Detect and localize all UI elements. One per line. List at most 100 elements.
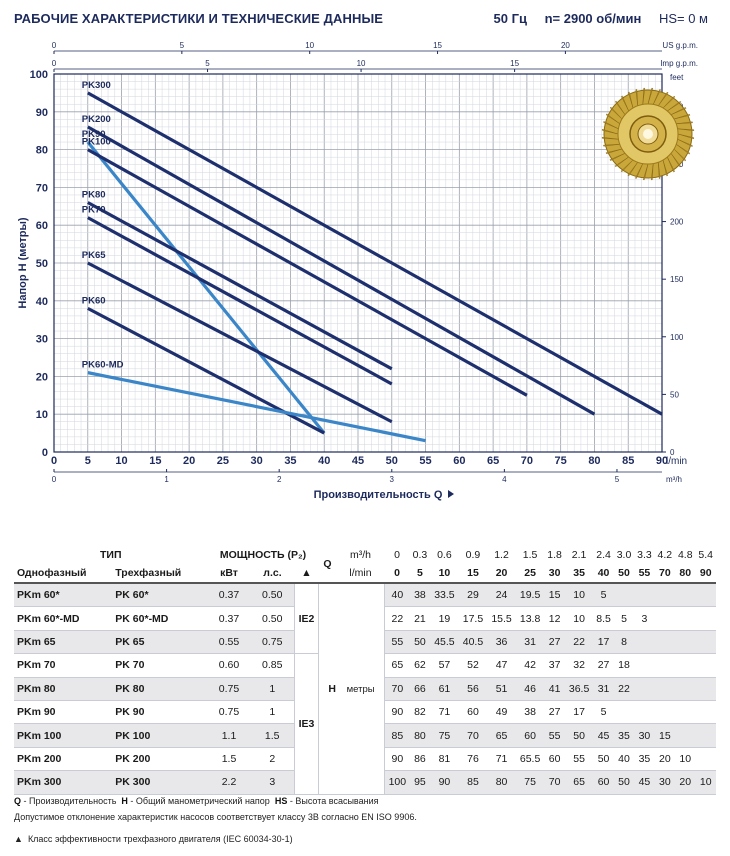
power-kw: 0.55 — [207, 630, 251, 655]
head-value — [654, 653, 676, 678]
q-lmin-value: 80 — [675, 564, 696, 584]
q-m3h-value: 2.1 — [571, 549, 587, 561]
head-value: 40 — [613, 747, 635, 772]
table-row: PKm 80 PK 80 0.75 1 70 66 61 56 51 46 41 36.5 31 22 — [14, 677, 716, 701]
x-axis-title: Производительность Q — [314, 489, 443, 501]
head-value: 45 — [634, 770, 655, 795]
head-value — [654, 606, 676, 631]
head-value — [695, 653, 716, 678]
x-tick-label: 5 — [85, 455, 91, 467]
impeller-tooth — [676, 144, 691, 155]
head-value: 8 — [613, 630, 635, 655]
head-value: 95 — [409, 770, 431, 795]
head-value: 38 — [409, 583, 431, 608]
head-value: 21 — [409, 606, 431, 631]
power-hp: 0.75 — [250, 630, 295, 655]
head-value — [695, 677, 716, 701]
chart-series — [86, 91, 663, 443]
x-tick-label: 60 — [453, 455, 465, 467]
q-lmin-value: 50 — [613, 564, 635, 584]
m3h-tick-label: 4 — [502, 475, 507, 484]
x-tick-label: 80 — [588, 455, 600, 467]
impeller-tooth — [658, 162, 661, 179]
q-m3h-value: 3.3 — [637, 549, 652, 561]
feet-unit-label: feet — [670, 73, 684, 82]
q-m3h-value: 1.8 — [547, 549, 562, 561]
impeller-tooth — [605, 113, 620, 124]
series-label-pk90: PK90 — [82, 129, 106, 140]
head-value: 75 — [515, 770, 545, 795]
power-kw: 0.75 — [207, 677, 251, 701]
feet-tick-label: 200 — [670, 218, 684, 227]
head-value: 10 — [675, 747, 696, 772]
impeller-tooth — [667, 156, 675, 173]
head-value — [634, 583, 655, 608]
head-value: 5 — [593, 700, 614, 725]
impeller-tooth — [603, 121, 619, 129]
head-value: 12 — [544, 606, 565, 631]
top-axis-tick-label: 5 — [180, 41, 185, 50]
impeller-tooth — [670, 153, 682, 168]
q-m3h-value: 1.2 — [494, 549, 509, 561]
q-m3h-value: 2.4 — [596, 549, 611, 561]
head-value: 36 — [487, 630, 516, 655]
series-line-pk65 — [87, 261, 393, 424]
h-unit: метры — [343, 683, 375, 695]
ie-footnote: ▲ Класс эффективности трехфазного двигат… — [14, 834, 293, 844]
y-tick-label: 90 — [36, 107, 48, 119]
power-hp: 1 — [250, 677, 295, 701]
head-value: 22 — [613, 677, 635, 701]
speed-label: n= 2900 об/мин — [544, 11, 642, 26]
head-value: 22 — [564, 630, 594, 655]
head-value: 42 — [515, 653, 545, 678]
triangle-header: ▲ — [294, 564, 319, 584]
power-hp: 0.50 — [250, 583, 295, 608]
x-unit-label: l/min — [666, 456, 687, 467]
head-value: 33.5 — [430, 583, 459, 608]
head-value — [675, 677, 696, 701]
series-label-pk100: PK100 — [82, 137, 111, 148]
impeller-tooth — [627, 162, 638, 177]
single-phase-model: PKm 100 — [14, 723, 116, 748]
q-m3h-value: 4.8 — [677, 549, 693, 561]
head-value — [695, 747, 716, 772]
power-hp: 2 — [250, 747, 295, 772]
head-value: 100 — [384, 770, 410, 795]
head-value: 20 — [654, 747, 676, 772]
impeller-tooth — [658, 91, 669, 106]
head-value: 81 — [430, 747, 459, 772]
q-lmin-value: 35 — [564, 564, 594, 584]
type-header: ТИП — [100, 549, 122, 561]
y-tick-label: 80 — [36, 145, 48, 157]
head-value — [634, 700, 655, 725]
x-tick-label: 10 — [115, 455, 127, 467]
table-row: PKm 60* PK 60* 0.37 0.50 IE2 H метры 40 38 33.5 2… — [14, 583, 716, 795]
impeller-tooth — [670, 107, 687, 115]
m3h-tick-label: 5 — [615, 475, 620, 484]
q-m3h-value: 0 — [394, 549, 401, 561]
single-phase-model: PKm 70 — [14, 653, 116, 678]
head-value: 10 — [564, 583, 594, 608]
head-value: 55 — [544, 723, 565, 748]
single-phase-model: PKm 300 — [14, 770, 116, 795]
impeller-tooth — [647, 87, 654, 105]
head-value: 40.5 — [458, 630, 488, 655]
m3h-tick-label: 2 — [277, 475, 282, 484]
head-value: 41 — [544, 677, 565, 701]
head-value: 65 — [564, 770, 594, 795]
head-value: 20 — [675, 770, 696, 795]
impeller-tooth — [662, 95, 676, 109]
feet-tick-label: 50 — [670, 390, 679, 399]
x-tick-label: 65 — [487, 455, 499, 467]
series-line-pk300 — [86, 91, 663, 416]
head-value — [675, 653, 696, 678]
series-label-pk60: PK60 — [82, 295, 106, 306]
head-value: 50 — [593, 747, 614, 772]
head-value: 80 — [409, 723, 431, 748]
head-value — [654, 700, 676, 725]
head-value: 15 — [654, 723, 676, 748]
head-value: 5 — [613, 606, 635, 631]
head-value: 75 — [430, 723, 459, 748]
x-axis-arrow-icon — [448, 490, 454, 498]
